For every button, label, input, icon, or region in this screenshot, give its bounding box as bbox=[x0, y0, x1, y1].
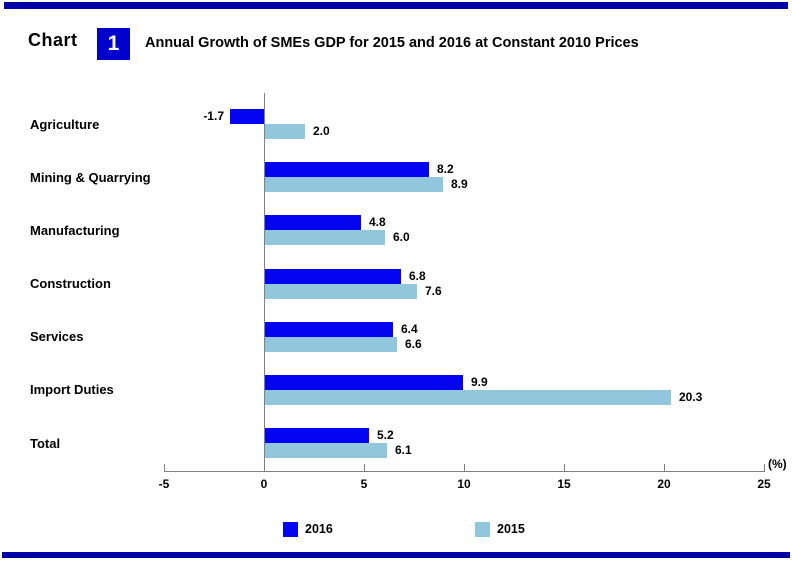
bar-2016 bbox=[265, 321, 393, 337]
value-label: 20.3 bbox=[679, 389, 703, 404]
chart-label: Chart bbox=[28, 30, 78, 50]
bottom-rule bbox=[2, 552, 790, 558]
category-label: Total bbox=[30, 435, 61, 451]
x-axis-tick-label: -5 bbox=[158, 477, 170, 491]
bar-2016 bbox=[265, 162, 429, 178]
category-label: Import Duties bbox=[30, 382, 114, 398]
x-axis-tick bbox=[164, 464, 165, 471]
value-label: 7.6 bbox=[425, 283, 442, 298]
x-axis-tick bbox=[364, 464, 365, 471]
bar-2016 bbox=[265, 215, 361, 231]
bar-2015 bbox=[265, 177, 443, 193]
x-axis-tick bbox=[564, 464, 565, 471]
value-label: 8.2 bbox=[437, 162, 454, 177]
legend-label-2016: 2016 bbox=[305, 522, 333, 536]
value-label: 6.8 bbox=[409, 268, 426, 283]
value-label: 5.2 bbox=[377, 428, 394, 443]
bar-2015 bbox=[265, 230, 385, 246]
bar-2016 bbox=[265, 374, 463, 390]
x-axis-tick bbox=[664, 464, 665, 471]
bar-2016 bbox=[230, 109, 264, 124]
value-label: 4.8 bbox=[369, 215, 386, 230]
legend-swatch-2015 bbox=[475, 522, 490, 537]
legend-label-2015: 2015 bbox=[497, 522, 525, 536]
chart-title: Annual Growth of SMEs GDP for 2015 and 2… bbox=[145, 35, 639, 51]
x-axis-tick-label: 0 bbox=[260, 477, 268, 491]
x-axis-tick bbox=[264, 464, 265, 471]
bar-2015 bbox=[265, 124, 305, 139]
value-label: 6.4 bbox=[401, 321, 418, 336]
category-label: Manufacturing bbox=[30, 222, 120, 238]
x-axis-line bbox=[164, 471, 765, 472]
bar-2015 bbox=[265, 389, 671, 405]
value-label: 6.1 bbox=[395, 443, 412, 458]
y-axis-line bbox=[264, 93, 265, 471]
bar-2016 bbox=[265, 268, 401, 284]
x-axis-tick-label: 20 bbox=[657, 477, 671, 491]
chart-number-box: 1 bbox=[97, 28, 130, 60]
axis-unit-label: (%) bbox=[768, 457, 787, 471]
x-axis-tick-label: 5 bbox=[360, 477, 368, 491]
bar-2015 bbox=[265, 283, 417, 299]
bar-2015 bbox=[265, 336, 397, 352]
category-label: Agriculture bbox=[30, 116, 100, 132]
value-label: 8.9 bbox=[451, 177, 468, 192]
top-rule bbox=[4, 2, 788, 9]
x-axis-tick-label: 15 bbox=[557, 477, 571, 491]
x-axis-tick-label: 10 bbox=[457, 477, 471, 491]
bar-2016 bbox=[265, 428, 369, 444]
value-label: 6.6 bbox=[405, 336, 422, 351]
category-label: Mining & Quarrying bbox=[30, 169, 151, 185]
value-label: 6.0 bbox=[393, 230, 410, 245]
x-axis-tick-label: 25 bbox=[757, 477, 771, 491]
bar-2015 bbox=[265, 443, 387, 459]
x-axis-tick bbox=[764, 464, 765, 471]
value-label: 9.9 bbox=[471, 374, 488, 389]
value-label: -1.7 bbox=[203, 109, 224, 123]
category-label: Construction bbox=[30, 276, 111, 291]
category-label: Services bbox=[30, 329, 84, 345]
x-axis-tick bbox=[464, 464, 465, 471]
legend-swatch-2016 bbox=[283, 522, 298, 537]
value-label: 2.0 bbox=[313, 124, 330, 138]
